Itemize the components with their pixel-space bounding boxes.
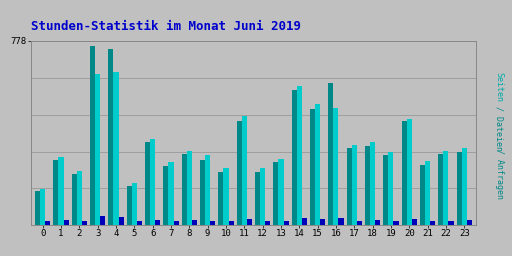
Bar	[255, 172, 260, 225]
Bar	[155, 220, 160, 225]
Bar	[443, 151, 449, 225]
Bar	[315, 104, 320, 225]
Bar	[132, 183, 137, 225]
Bar	[310, 109, 315, 225]
Bar	[449, 220, 454, 225]
Bar	[412, 219, 417, 225]
Bar	[145, 142, 150, 225]
Bar	[228, 221, 233, 225]
Bar	[53, 160, 58, 225]
Text: / Anfragen: / Anfragen	[495, 149, 504, 199]
Bar	[430, 221, 435, 225]
Bar	[462, 148, 467, 225]
Bar	[365, 146, 370, 225]
Bar	[383, 155, 389, 225]
Bar	[457, 152, 462, 225]
Bar	[279, 159, 284, 225]
Bar	[182, 154, 187, 225]
Bar	[320, 219, 325, 225]
Bar	[328, 83, 333, 225]
Bar	[467, 220, 472, 225]
Bar	[100, 216, 105, 225]
Bar	[389, 152, 394, 225]
Text: Seiten: Seiten	[495, 72, 504, 102]
Bar	[174, 220, 179, 225]
Bar	[187, 151, 192, 225]
Bar	[338, 218, 344, 225]
Bar	[90, 46, 95, 225]
Bar	[72, 174, 77, 225]
Text: / Dateien: / Dateien	[495, 105, 504, 151]
Bar	[163, 166, 168, 225]
Bar	[40, 189, 45, 225]
Bar	[260, 168, 265, 225]
Bar	[95, 74, 100, 225]
Bar	[63, 220, 69, 225]
Bar	[394, 221, 399, 225]
Bar	[375, 220, 380, 225]
Bar	[200, 160, 205, 225]
Bar	[113, 72, 118, 225]
Bar	[118, 217, 124, 225]
Bar	[205, 155, 210, 225]
Bar	[218, 172, 223, 225]
Bar	[150, 139, 155, 225]
Bar	[284, 221, 289, 225]
Bar	[82, 221, 87, 225]
Bar	[302, 218, 307, 225]
Bar	[273, 163, 279, 225]
Bar	[347, 148, 352, 225]
Bar	[35, 191, 40, 225]
Bar	[357, 220, 362, 225]
Bar	[126, 186, 132, 225]
Bar	[296, 86, 302, 225]
Bar	[265, 221, 270, 225]
Bar	[223, 168, 228, 225]
Bar	[237, 121, 242, 225]
Bar	[58, 157, 63, 225]
Bar	[333, 108, 338, 225]
Bar	[168, 163, 174, 225]
Bar	[352, 145, 357, 225]
Bar	[192, 220, 197, 225]
Bar	[108, 49, 113, 225]
Bar	[370, 142, 375, 225]
Bar	[420, 165, 425, 225]
Bar	[247, 219, 252, 225]
Bar	[77, 171, 82, 225]
Bar	[401, 121, 407, 225]
Bar	[137, 221, 142, 225]
Bar	[438, 154, 443, 225]
Text: Stunden-Statistik im Monat Juni 2019: Stunden-Statistik im Monat Juni 2019	[31, 20, 301, 34]
Bar	[45, 220, 50, 225]
Bar	[407, 119, 412, 225]
Bar	[210, 220, 216, 225]
Bar	[425, 161, 430, 225]
Bar	[242, 116, 247, 225]
Bar	[291, 90, 296, 225]
